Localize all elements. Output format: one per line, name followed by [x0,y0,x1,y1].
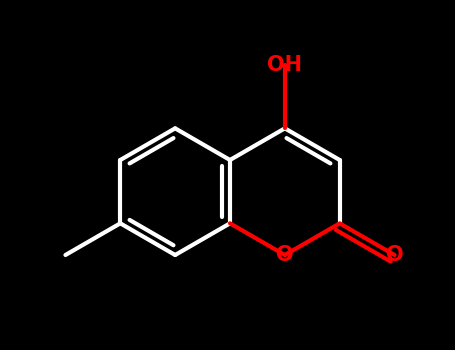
Text: O: O [276,245,293,265]
Text: O: O [386,245,403,265]
Text: OH: OH [268,55,303,75]
